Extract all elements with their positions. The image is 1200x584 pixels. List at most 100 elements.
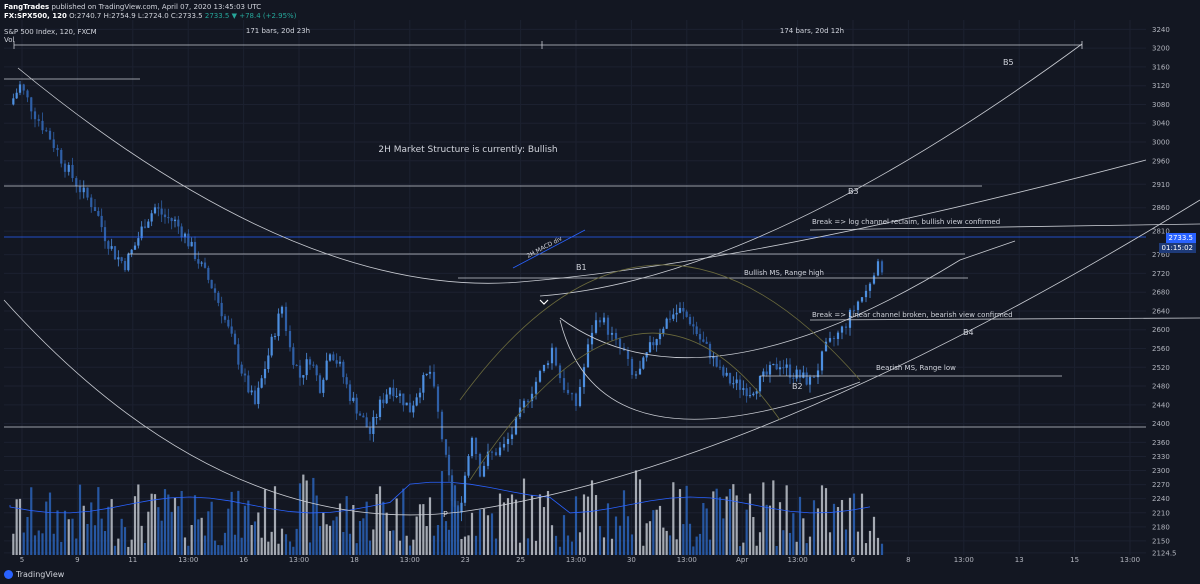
candle-body [450,475,454,501]
candle-body [672,314,675,319]
candle-body [123,260,127,271]
volume-bar [375,493,378,555]
volume-bar [534,540,538,555]
volume-bar [708,539,712,555]
volume-bar [263,489,267,555]
price-tick-label: 2150 [1152,537,1170,545]
price-tick-label: 2124.5 [1152,549,1177,557]
volume-bar [652,510,655,555]
volume-bar [230,491,233,555]
volume-bar [302,474,305,555]
candle-body [538,371,542,382]
candle-body [197,259,200,264]
volume-bar [860,493,864,555]
candle-body [682,308,685,312]
volume-bar [190,524,193,555]
volume-bar [233,534,237,555]
price-tick-label: 2810 [1152,228,1170,236]
volume-bar [678,489,682,555]
time-tick-label: 16 [239,556,248,564]
level-log-break [809,223,1200,231]
candle-body [655,339,658,346]
volume-bar [180,490,183,555]
price-tick-label: 2960 [1152,157,1170,165]
symbol-line: FX:SPX500, 120 O:2740.7 H:2754.9 L:2724.… [4,12,296,21]
candle-body [602,317,606,323]
candle-body [71,164,74,179]
candle-body [365,417,368,428]
tradingview-logo[interactable]: TradingView [4,570,64,579]
volume-bar [735,495,738,555]
volume-bar [127,546,130,555]
volume-bar [338,503,342,555]
volume-bar [622,490,626,555]
instrument-line: S&P 500 Index, 120, FXCM [4,28,97,37]
volume-bar [110,499,113,555]
volume-bar [518,542,522,555]
volume-bar [137,484,140,555]
volume-bar [103,531,107,555]
symbol-text[interactable]: FX:SPX500, 120 [4,12,67,20]
candle-body [412,405,415,413]
price-tick-label: 2560 [1152,345,1170,353]
volume-bars [9,470,884,555]
candle-body [153,207,157,214]
candle-body [594,320,598,333]
annotation-label: B4 [963,328,974,337]
candle-body [546,363,550,365]
candle-body [288,331,292,348]
price-tick-label: 3040 [1152,120,1170,128]
volume-bar [675,539,678,555]
candle-body [738,379,742,390]
candle-body [570,393,574,395]
candle-body [590,332,594,345]
price-tick-label: 2210 [1152,509,1170,517]
volume-bar [378,486,382,555]
candle-body [467,456,470,476]
candle-body [167,217,170,219]
volume-bar [130,539,133,555]
volume-bar [30,487,33,555]
time-tick-label: 13 [1015,556,1024,564]
volume-bar [90,502,93,555]
volume-bar [470,512,474,555]
volume-bar [586,496,590,555]
volume-bar [482,508,486,555]
volume-bar [558,546,562,555]
candle-body [614,332,618,339]
volume-bar [247,500,250,555]
price-tick-label: 2400 [1152,420,1170,428]
volume-bar [200,517,203,555]
volume-bar [570,541,574,555]
candle-body [514,416,518,435]
volume-bar [305,480,308,555]
volume-bar [692,546,695,555]
candle-body [298,365,302,378]
volume-bar [193,495,197,555]
candle-body [745,388,748,397]
volume-bar [765,504,768,555]
volume-bar [418,504,422,555]
volume-bar [82,505,85,555]
price-tick-label: 2600 [1152,326,1170,334]
candle-body [207,267,210,280]
volume-bar [207,511,210,555]
candle-body [828,338,832,342]
volume-bar [260,537,263,555]
candle-body [143,226,147,228]
publisher-name[interactable]: FangTrades [4,3,50,11]
volume-bar [732,484,735,555]
volume-bar [752,517,755,555]
candle-body [422,375,425,393]
candle-body [355,397,358,414]
volume-bar [312,477,315,555]
volume-bar [775,545,778,555]
candle-body [685,311,688,317]
price-tick-label: 3240 [1152,26,1170,34]
volume-bar [828,532,832,555]
candle-body [425,373,428,376]
volume-bar [590,480,594,555]
candle-body [415,397,418,406]
volume-bar [460,538,463,555]
